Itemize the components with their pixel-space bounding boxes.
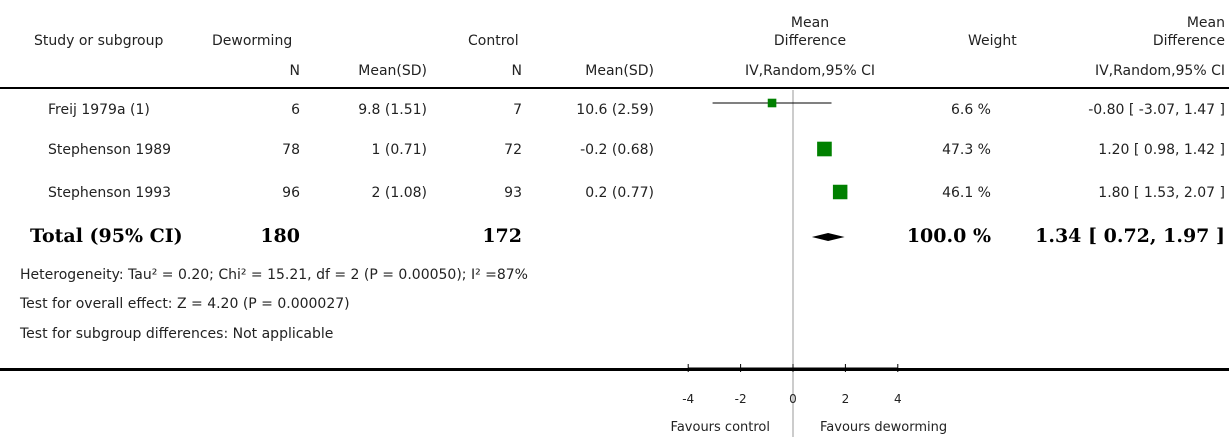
header-md2-line1: Mean xyxy=(1186,15,1225,31)
study-ci: 1.20 [ 0.98, 1.42 ] xyxy=(1098,142,1225,158)
header-rule xyxy=(0,87,1229,89)
study-msd1: 9.8 (1.51) xyxy=(358,102,427,118)
total-n2: 172 xyxy=(482,225,522,247)
study-ci: 1.80 [ 1.53, 2.07 ] xyxy=(1098,185,1225,201)
study-msd2: 0.2 (0.77) xyxy=(585,185,654,201)
study-weight: 47.3 % xyxy=(942,142,991,158)
header-study: Study or subgroup xyxy=(34,33,164,49)
total-label: Total (95% CI) xyxy=(30,225,183,247)
study-n1: 78 xyxy=(282,142,300,158)
study-marker xyxy=(767,98,777,108)
favours-control-label: Favours control xyxy=(670,420,770,435)
header-n2: N xyxy=(511,63,522,79)
x-tick-label: -2 xyxy=(735,392,747,406)
header-n1: N xyxy=(289,63,300,79)
study-msd1: 1 (0.71) xyxy=(371,142,427,158)
overall-effect-note: Test for overall effect: Z = 4.20 (P = 0… xyxy=(20,296,350,312)
total-weight: 100.0 % xyxy=(906,225,991,247)
header-md2-line2: Difference xyxy=(1152,33,1225,49)
bottom-rule xyxy=(0,368,1229,371)
favours-deworming-label: Favours deworming xyxy=(820,420,948,435)
header-mean1: Mean(SD) xyxy=(358,63,427,79)
study-msd2: 10.6 (2.59) xyxy=(576,102,654,118)
study-n2: 72 xyxy=(504,142,522,158)
study-n1: 96 xyxy=(282,185,300,201)
header-weight: Weight xyxy=(968,33,1017,49)
study-marker xyxy=(817,141,832,157)
study-weight: 46.1 % xyxy=(942,185,991,201)
heterogeneity-note: Heterogeneity: Tau² = 0.20; Chi² = 15.21… xyxy=(20,267,528,283)
study-n2: 7 xyxy=(513,102,522,118)
study-msd1: 2 (1.08) xyxy=(371,185,427,201)
header-method: IV,Random,95% CI xyxy=(744,63,876,79)
study-name: Stephenson 1993 xyxy=(48,185,172,201)
header-mean2: Mean(SD) xyxy=(585,63,654,79)
study-ci: -0.80 [ -3.07, 1.47 ] xyxy=(1088,102,1225,118)
study-name: Stephenson 1989 xyxy=(48,142,172,158)
x-tick-label: -4 xyxy=(682,392,694,406)
subgroup-note: Test for subgroup differences: Not appli… xyxy=(20,326,334,342)
study-name: Freij 1979a (1) xyxy=(48,102,150,118)
header-md-line2: Difference xyxy=(773,33,847,49)
header-method2: IV,Random,95% CI xyxy=(1094,63,1225,79)
study-msd2: -0.2 (0.68) xyxy=(580,142,654,158)
study-weight: 6.6 % xyxy=(950,102,991,118)
study-n1: 6 xyxy=(291,102,300,118)
header-deworming: Deworming xyxy=(212,33,293,49)
total-n1: 180 xyxy=(260,225,300,247)
header-control: Control xyxy=(468,33,519,49)
study-marker xyxy=(832,184,848,200)
header-md-line1: Mean xyxy=(790,15,830,31)
total-ci: 1.34 [ 0.72, 1.97 ] xyxy=(1035,225,1225,247)
summary-diamond xyxy=(811,233,845,241)
study-n2: 93 xyxy=(504,185,522,201)
x-tick-label: 0 xyxy=(789,392,797,406)
x-tick-label: 4 xyxy=(894,392,902,406)
x-tick-label: 2 xyxy=(842,392,850,406)
